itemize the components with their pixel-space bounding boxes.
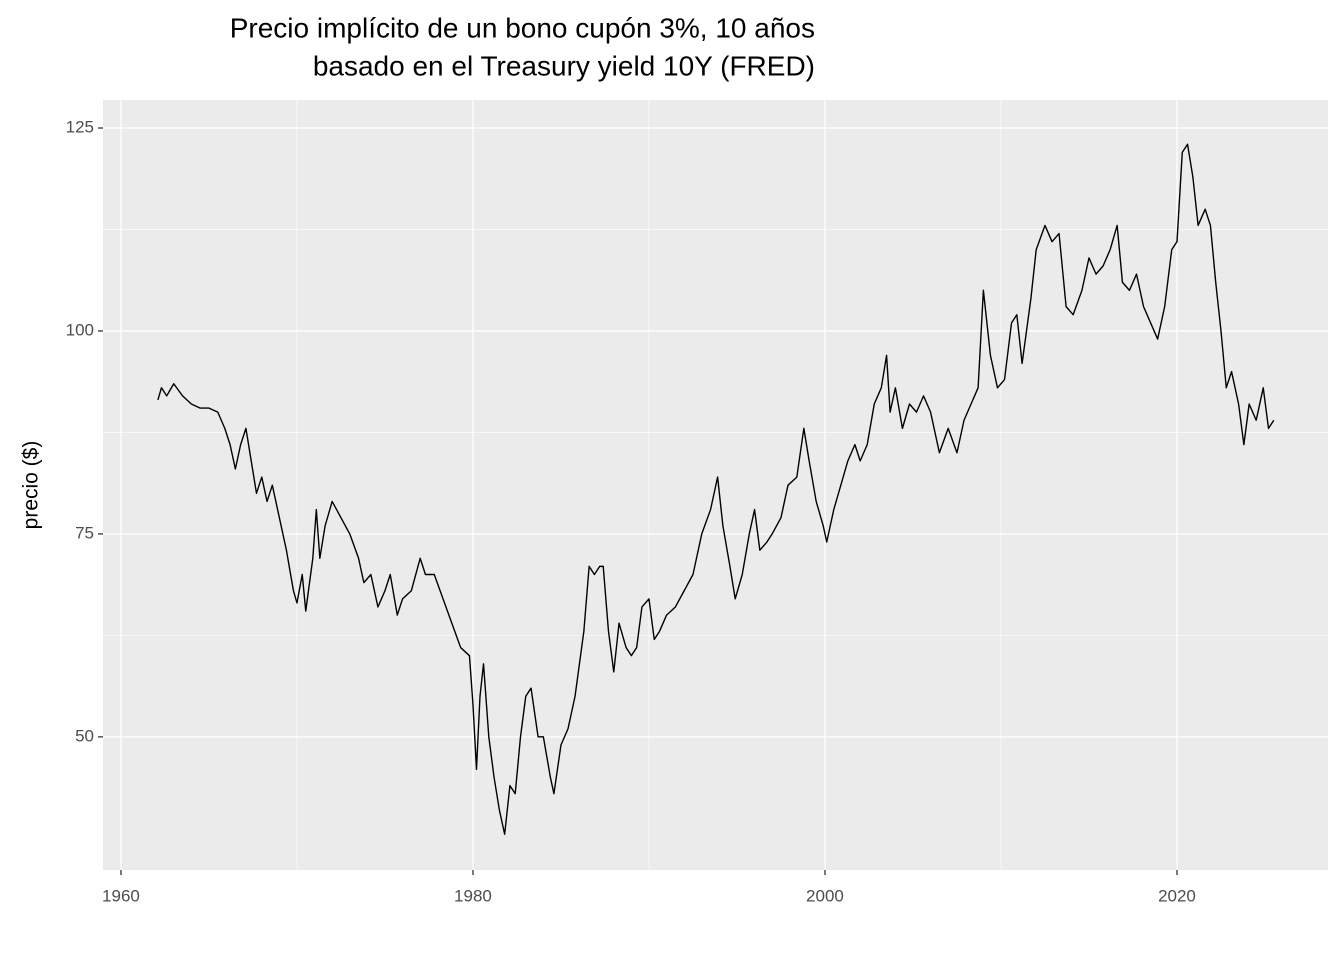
y-tick-label: 100 [66, 320, 94, 339]
chart-title: basado en el Treasury yield 10Y (FRED) [313, 50, 815, 81]
y-tick-label: 125 [66, 117, 94, 136]
price-line [157, 143, 1275, 835]
y-tick-label: 50 [75, 726, 94, 745]
x-tick-label: 2000 [806, 886, 844, 905]
y-tick-label: 75 [75, 523, 94, 542]
y-axis-label: precio ($) [20, 441, 43, 530]
x-tick-label: 1980 [454, 886, 492, 905]
chart-title: Precio implícito de un bono cupón 3%, 10… [230, 12, 815, 43]
x-tick-label: 2020 [1158, 886, 1196, 905]
x-tick-label: 1960 [102, 886, 140, 905]
